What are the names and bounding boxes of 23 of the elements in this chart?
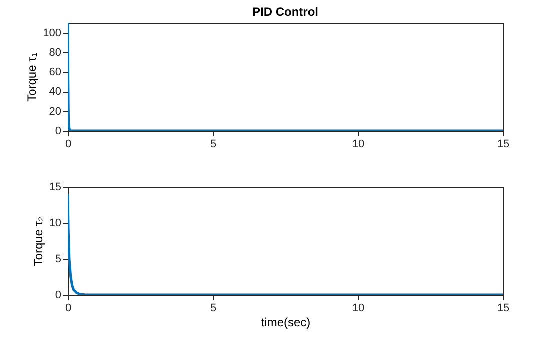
y-axis-title: Torque τ₂	[31, 216, 46, 266]
x-tick-label: 5	[210, 302, 217, 314]
x-tick-label: 10	[352, 302, 365, 314]
y-tick-label: 80	[49, 46, 62, 59]
x-tick-label: 0	[65, 138, 72, 150]
x-tick-label: 10	[352, 138, 365, 150]
x-tick-label: 0	[65, 302, 72, 314]
y-tick-label: 0	[55, 290, 62, 302]
y-tick-label: 0	[55, 126, 62, 138]
x-tick-label: 15	[497, 302, 510, 314]
y-tick-label: 60	[49, 66, 62, 79]
y-axis-title: Torque τ₁	[25, 53, 40, 102]
y-tick-label: 15	[49, 182, 62, 194]
y-tick-label: 100	[43, 27, 62, 40]
chart-title: PID Control	[252, 5, 318, 19]
y-tick-label: 40	[49, 86, 62, 98]
y-tick-label: 20	[49, 106, 62, 118]
x-axis-title: time(sec)	[261, 316, 311, 330]
line-series	[68, 192, 503, 295]
x-tick-label: 15	[497, 138, 510, 150]
y-tick-label: 10	[49, 218, 62, 230]
x-tick-label: 5	[210, 138, 217, 150]
y-tick-label: 5	[55, 254, 62, 266]
